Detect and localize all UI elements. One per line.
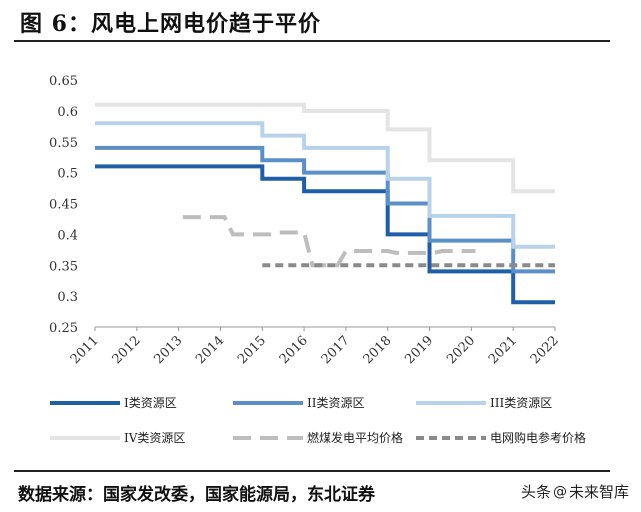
- watermark-account: 未来智库: [568, 483, 629, 501]
- series-lines: [95, 102, 555, 305]
- x-tick-label: 2021: [486, 333, 520, 367]
- axes: 0.25 0.3 0.35 0.4 0.45 0.5 0.55 0.6 0.65 2011 2012…: [49, 74, 562, 367]
- x-tick-label: 2013: [151, 333, 185, 367]
- legend-label: IV类资源区: [124, 431, 185, 445]
- series-line-1: [95, 164, 555, 305]
- legend-label: II类资源区: [307, 396, 364, 410]
- legend-label: 电网购电参考价格: [490, 430, 586, 445]
- source-rule: [14, 470, 610, 472]
- x-tick-label: 2020: [444, 333, 478, 367]
- y-tick-label: 0.4: [57, 228, 78, 243]
- y-tick-label: 0.65: [49, 74, 78, 89]
- series-line-5: [182, 215, 476, 268]
- x-tick-label: 2015: [235, 333, 269, 367]
- x-tick-label: 2016: [277, 333, 311, 367]
- y-tick-label: 0.35: [49, 259, 78, 274]
- y-tick-label: 0.6: [57, 105, 78, 120]
- x-tick-label: 2018: [361, 333, 395, 367]
- x-tick-label: 2019: [402, 333, 436, 367]
- title-rule: [14, 40, 610, 42]
- legend-label: I类资源区: [124, 396, 177, 410]
- y-tick-label: 0.3: [57, 290, 78, 305]
- x-tick-label: 2012: [110, 333, 144, 367]
- y-tick-label: 0.55: [49, 136, 78, 151]
- series-line-3: [95, 121, 555, 249]
- y-tick-label: 0.5: [57, 167, 78, 182]
- y-tick-label: 0.25: [49, 321, 78, 336]
- wind-tariff-chart: 0.25 0.3 0.35 0.4 0.45 0.5 0.55 0.6 0.65 2011 2012…: [49, 74, 586, 445]
- source-note: 数据来源：国家发改委，国家能源局，东北证券: [18, 485, 375, 505]
- legend-label: 燃煤发电平均价格: [307, 430, 403, 445]
- x-tick-label: 2011: [68, 333, 102, 367]
- figure-title: 图 6：风电上网电价趋于平价: [20, 11, 321, 37]
- x-tick-label: 2014: [193, 333, 227, 367]
- watermark: 头条 @ 未来智库: [521, 481, 629, 502]
- x-tick-label: 2022: [528, 333, 562, 367]
- watermark-brand: 头条: [520, 483, 551, 501]
- series-line-4: [95, 102, 555, 194]
- legend: I类资源区 II类资源区 III类资源区 IV类资源区 燃煤发电平均价格 电网购电参考价格: [50, 396, 586, 445]
- watermark-at: @: [552, 483, 567, 500]
- y-tick-label: 0.45: [49, 198, 78, 213]
- legend-label: III类资源区: [490, 396, 552, 410]
- x-tick-label: 2017: [319, 333, 353, 367]
